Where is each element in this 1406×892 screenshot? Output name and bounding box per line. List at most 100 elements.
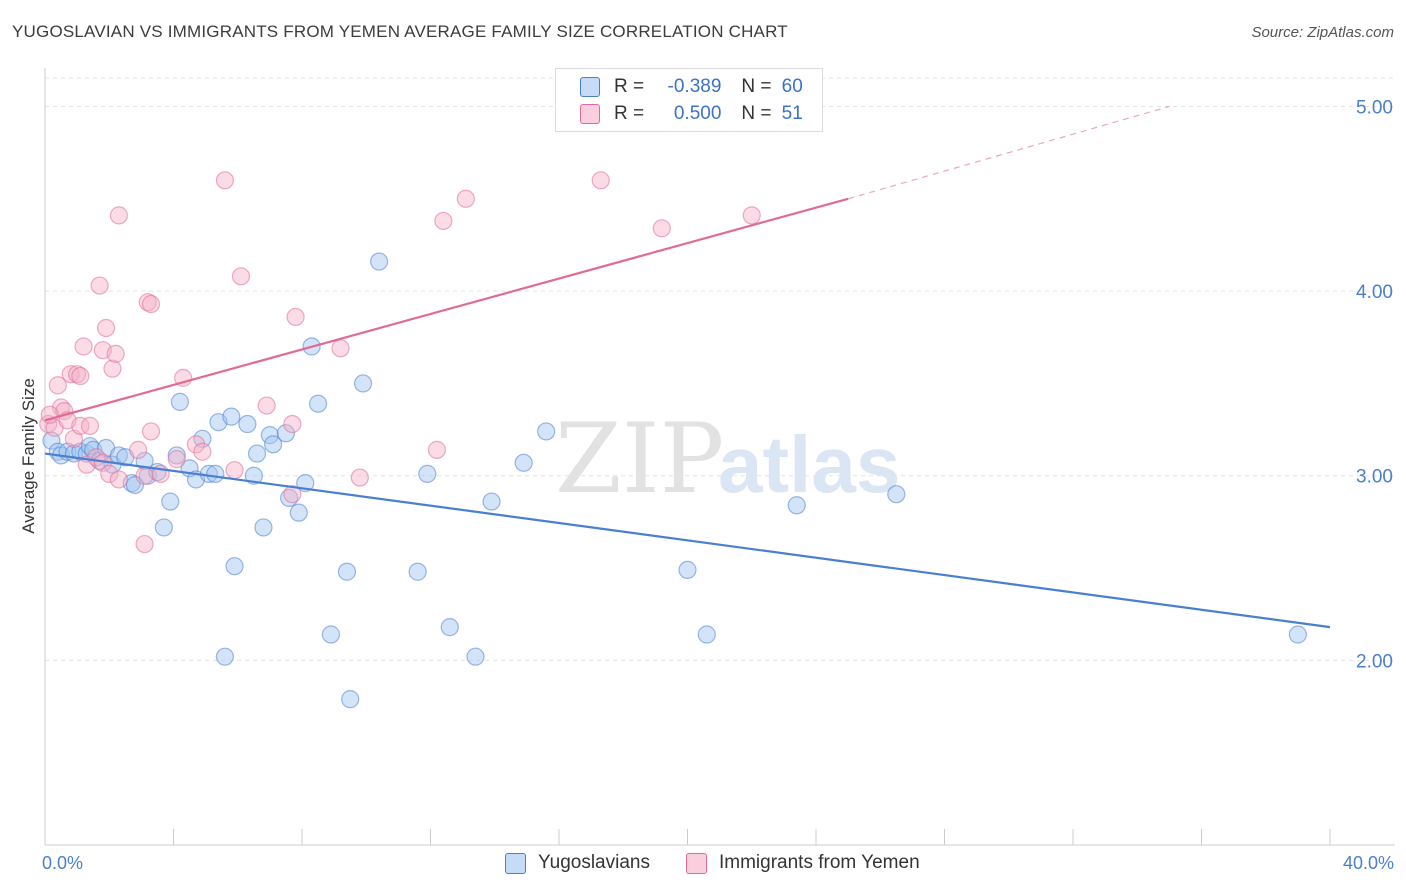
point-yugoslavians (353, 374, 373, 393)
point-yemen (225, 461, 244, 480)
point-yugoslavians (170, 392, 190, 411)
trend-lines (44, 105, 1331, 629)
legend-r-value: -0.389 (667, 76, 722, 97)
legend-r-label: R = (614, 103, 645, 124)
point-yemen (129, 440, 148, 459)
point-yemen (68, 365, 87, 384)
grid-lines (45, 77, 1395, 661)
tick-labels: 2.00 3.00 4.00 5.00 0.0% 40.0% (42, 97, 1394, 873)
point-yemen (135, 466, 154, 485)
point-yemen (167, 450, 186, 469)
point-yemen (283, 414, 302, 434)
point-yemen (80, 416, 100, 435)
point-yemen (186, 435, 206, 454)
point-yemen (257, 396, 276, 415)
point-yemen (40, 405, 59, 424)
point-yugoslavians (341, 690, 360, 709)
point-yugoslavians (418, 464, 437, 483)
point-yemen (48, 376, 67, 395)
point-yugoslavians (697, 625, 716, 644)
point-yugoslavians (247, 444, 267, 463)
point-yugoslavians (308, 394, 328, 413)
point-yugoslavians (222, 407, 241, 426)
watermark-atlas: atlas (718, 420, 900, 509)
y-axis-label: Average Family Size (19, 378, 38, 534)
point-yugoslavians (215, 647, 234, 666)
legend-swatch-pink (580, 104, 600, 124)
point-yemen (71, 416, 90, 435)
legend-swatch-blue (505, 852, 526, 874)
point-yemen (591, 171, 610, 190)
point-yugoslavians (887, 485, 906, 504)
point-yugoslavians (678, 560, 697, 579)
trendline-extension-yemen (847, 105, 1170, 200)
point-yugoslavians (206, 464, 225, 483)
point-yemen (100, 464, 119, 483)
point-yemen (231, 267, 251, 286)
point-yemen (141, 422, 161, 441)
trendline-yemen (44, 197, 849, 422)
point-yugoslavians (244, 466, 263, 485)
point-yemen (138, 293, 157, 312)
point-yemen (742, 206, 761, 225)
point-yugoslavians (370, 252, 389, 271)
point-yugoslavians (154, 518, 173, 537)
point-yemen (215, 171, 234, 190)
point-yugoslavians (263, 435, 283, 454)
legend-row-yugoslavians: R = -0.389 N = 60 (580, 74, 803, 100)
point-yugoslavians (125, 475, 145, 495)
point-yemen (135, 534, 154, 554)
legend-r-value: 0.500 (673, 103, 722, 124)
point-yugoslavians (537, 422, 556, 441)
point-yemen (106, 344, 125, 363)
point-yemen (193, 442, 212, 461)
source-label: Source: ZipAtlas.com (1251, 24, 1394, 41)
point-yugoslavians (276, 424, 296, 443)
correlation-legend: R = -0.389 N = 60 R = 0.500 N = 51 (555, 68, 823, 132)
legend-swatch-blue (580, 77, 600, 97)
point-yemen (71, 366, 90, 386)
point-yugoslavians (254, 518, 273, 537)
data-points (39, 171, 1307, 709)
point-yugoslavians (321, 625, 341, 644)
point-yugoslavians (238, 414, 257, 434)
y-tick-label: 3.00 (1356, 467, 1393, 488)
point-yugoslavians (1288, 625, 1307, 644)
point-yemen (434, 211, 453, 231)
point-yemen (109, 206, 128, 225)
watermark-zip: ZIP (555, 403, 724, 515)
trendline-yugoslavians (44, 452, 1331, 629)
legend-swatch-pink (686, 852, 707, 874)
point-yugoslavians (161, 492, 180, 511)
legend-label: Immigrants from Yemen (719, 852, 920, 873)
legend-n-label: N = (741, 103, 772, 124)
point-yemen (652, 219, 671, 238)
point-yugoslavians (225, 557, 244, 576)
point-yemen (109, 470, 128, 489)
point-yemen (141, 294, 161, 314)
legend-n-label: N = (741, 76, 772, 97)
point-yemen (96, 318, 116, 338)
legend-r-label: R = (614, 76, 645, 97)
point-yemen (286, 307, 305, 327)
point-yemen (350, 468, 369, 487)
y-tick-label: 2.00 (1356, 651, 1393, 672)
x-tick-label-end: 40.0% (1343, 853, 1394, 873)
y-tick-label: 4.00 (1356, 282, 1393, 303)
point-yugoslavians (514, 453, 533, 472)
point-yugoslavians (787, 496, 806, 515)
chart-title: YUGOSLAVIAN VS IMMIGRANTS FROM YEMEN AVE… (12, 22, 788, 41)
axes (44, 68, 1395, 846)
point-yemen (283, 485, 302, 504)
y-tick-label: 5.00 (1356, 97, 1393, 118)
point-yugoslavians (440, 618, 459, 637)
legend-label: Yugoslavians (538, 852, 650, 873)
point-yugoslavians (482, 492, 501, 511)
point-yugoslavians (135, 451, 154, 471)
point-yemen (74, 337, 93, 356)
point-yemen (331, 339, 350, 358)
legend-row-yemen: R = 0.500 N = 51 (580, 101, 803, 127)
series-legend: Yugoslavians Immigrants from Yemen (0, 852, 1406, 878)
legend-item-yemen: Immigrants from Yemen (686, 852, 920, 874)
